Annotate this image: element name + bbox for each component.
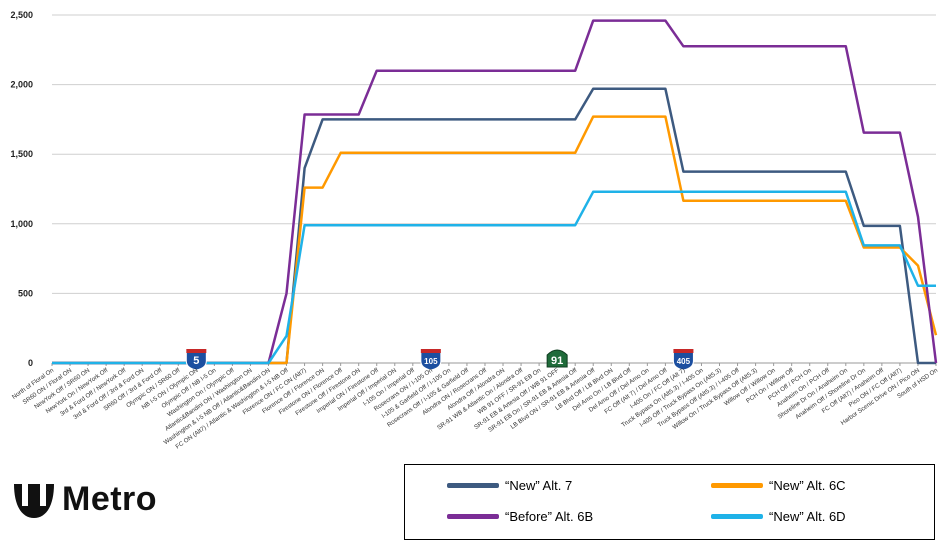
y-tick-label: 0 (28, 358, 33, 368)
series-lines (52, 19, 938, 365)
y-tick-label: 1,500 (10, 149, 33, 159)
shield-label: 5 (193, 355, 199, 367)
route-shields: 5 105 91 405 (185, 348, 694, 371)
shield-band (186, 349, 207, 353)
legend-swatch-alt6b (447, 514, 499, 519)
grid-lines (51, 14, 937, 366)
logo-text: Metro (62, 479, 158, 518)
y-tick-label: 2,000 (10, 80, 33, 90)
legend-swatch-alt6d (711, 514, 763, 519)
metro-logo: Metro (10, 476, 157, 522)
legend: “New” Alt. 7 “New” Alt. 6C “Before” Alt.… (404, 464, 935, 540)
shield-shape (672, 348, 694, 371)
legend-swatch-alt7 (447, 483, 499, 488)
legend-label-alt6c: “New” Alt. 6C (769, 478, 846, 493)
legend-item-alt6d: “New” Alt. 6D (711, 509, 846, 524)
series-line-1 (52, 115, 938, 365)
legend-item-alt6b: “Before” Alt. 6B (447, 509, 593, 524)
shield-label: 105 (424, 357, 438, 366)
y-tick-label: 2,500 (10, 10, 33, 20)
shield-shape (420, 348, 442, 371)
y-tick-label: 500 (18, 288, 33, 298)
shield-band (673, 349, 694, 353)
legend-swatch-alt6c (711, 483, 763, 488)
legend-label-alt6d: “New” Alt. 6D (769, 509, 846, 524)
legend-item-alt7: “New” Alt. 7 (447, 478, 572, 493)
shield-label: 405 (677, 357, 691, 366)
series-line-3 (52, 190, 936, 365)
legend-label-alt7: “New” Alt. 7 (505, 478, 573, 493)
y-tick-label: 1,000 (10, 219, 33, 229)
legend-item-alt6c: “New” Alt. 6C (711, 478, 846, 493)
legend-label-alt6b: “Before” Alt. 6B (505, 509, 594, 524)
y-axis-ticks: 0 500 1,000 1,500 2,000 2,500 (10, 10, 33, 368)
metro-m-icon (14, 484, 54, 518)
route-shield-i-105-icon: 105 (420, 348, 442, 371)
shield-band (420, 349, 441, 353)
shield-label: 91 (551, 355, 563, 367)
route-shield-i-5-icon: 5 (185, 348, 207, 371)
shield-shape (546, 349, 568, 368)
route-shield-i-405-icon: 405 (672, 348, 694, 371)
route-shield-sr-91-icon: 91 (546, 349, 568, 368)
shield-shape (185, 348, 207, 371)
